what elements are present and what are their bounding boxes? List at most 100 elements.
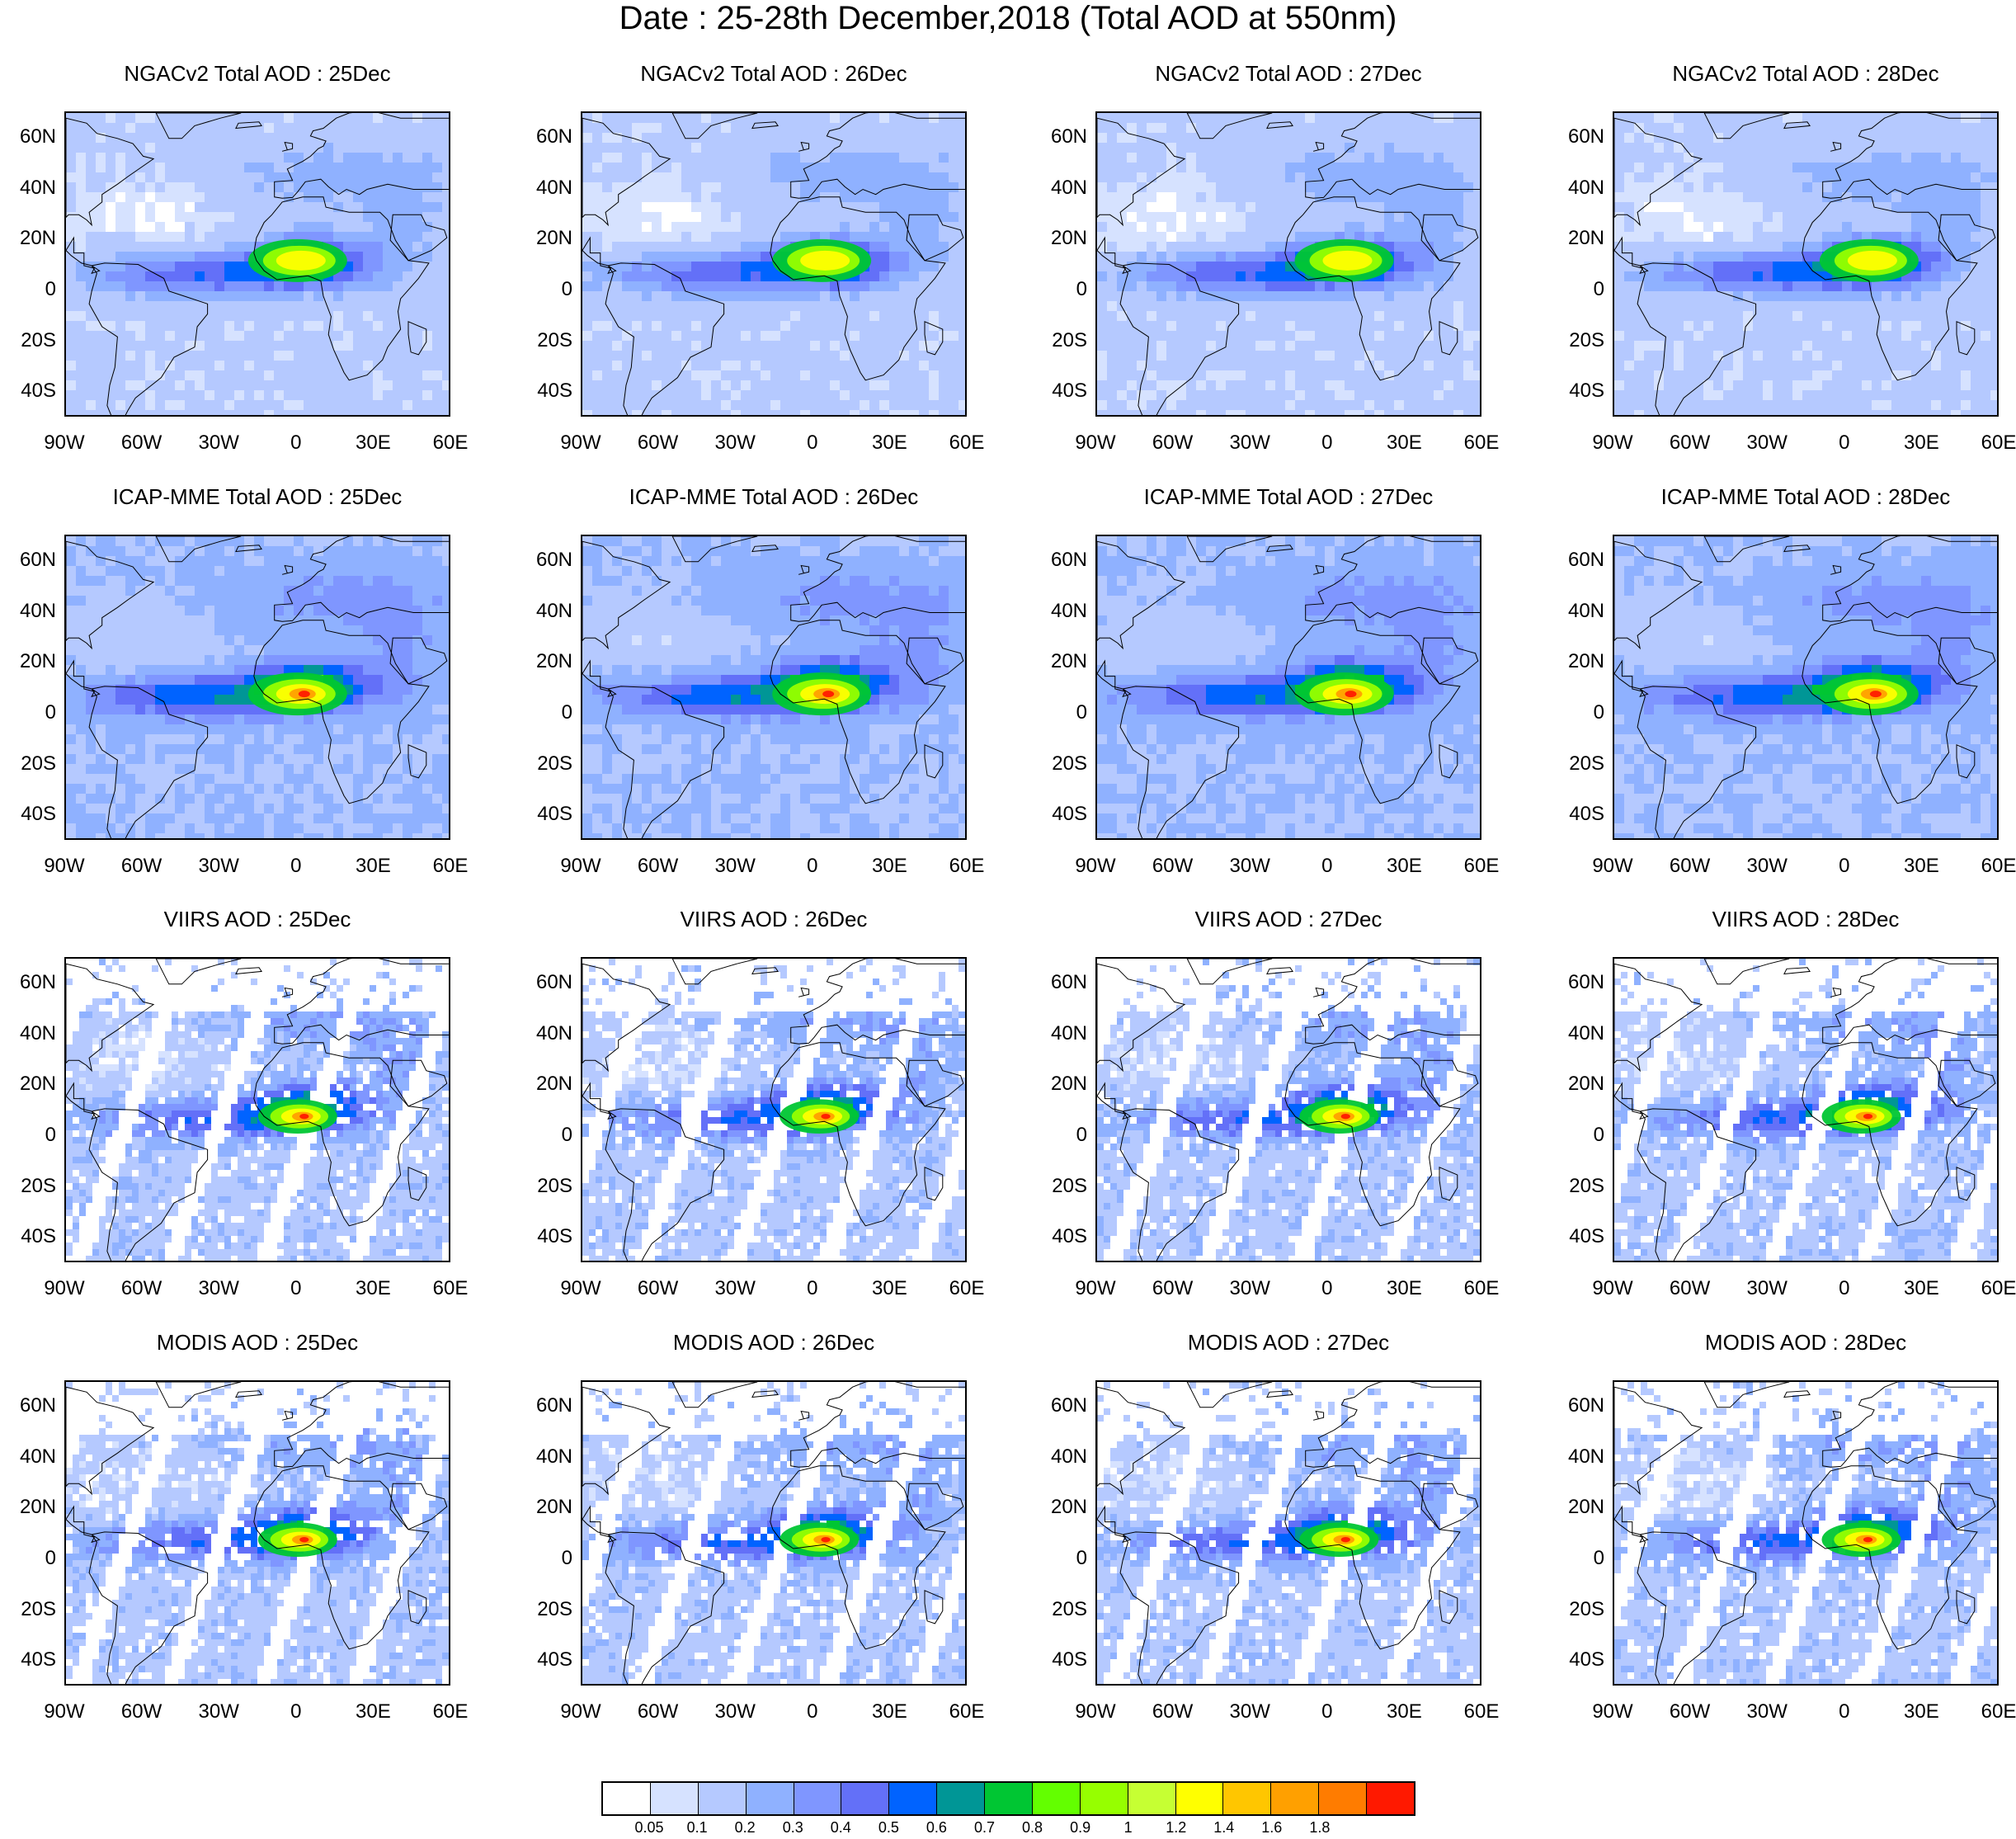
longitude-tick-label: 60E <box>417 1700 483 1723</box>
longitude-tick-label: 0 <box>1294 855 1360 878</box>
aod-field <box>1614 1382 1997 1684</box>
latitude-tick-label: 40N <box>1555 177 1604 200</box>
longitude-tick-label: 90W <box>1062 855 1128 878</box>
latitude-tick-label: 40N <box>1038 1022 1087 1045</box>
latitude-tick-label: 0 <box>523 278 572 301</box>
coastlines <box>1097 959 1480 1261</box>
aod-hotspot <box>772 238 872 282</box>
colorbar-label: 1.6 <box>1247 1819 1297 1837</box>
longitude-tick-label: 0 <box>1294 1700 1360 1723</box>
aod-field <box>1097 959 1480 1261</box>
latitude-tick-label: 60N <box>1038 971 1087 994</box>
aod-shading <box>66 113 449 415</box>
longitude-tick-label: 60E <box>1966 1700 2016 1723</box>
latitude-tick-label: 40N <box>523 1445 572 1469</box>
panel-title: NGACv2 Total AOD : 27Dec <box>1095 61 1481 87</box>
longitude-tick-label: 90W <box>1580 431 1646 455</box>
latitude-tick-label: 20N <box>1555 227 1604 250</box>
latitude-tick-label: 40S <box>1555 1648 1604 1672</box>
latitude-tick-label: 60N <box>1038 125 1087 149</box>
longitude-tick-label: 30E <box>856 1277 922 1300</box>
latitude-tick-label: 0 <box>523 1124 572 1147</box>
aod-map-panel <box>64 1380 450 1686</box>
latitude-tick-label: 0 <box>7 278 56 301</box>
longitude-tick-label: 60W <box>1140 431 1206 455</box>
latitude-tick-label: 60N <box>1038 549 1087 572</box>
aod-map-panel <box>64 535 450 840</box>
aod-shading <box>1614 536 1997 838</box>
aod-map-panel <box>1095 111 1481 417</box>
longitude-tick-label: 60W <box>109 1700 175 1723</box>
latitude-tick-label: 40N <box>523 177 572 200</box>
aod-field <box>66 1382 449 1684</box>
latitude-tick-label: 40N <box>1555 1022 1604 1045</box>
longitude-tick-label: 30W <box>1734 431 1800 455</box>
longitude-tick-label: 30E <box>340 1277 406 1300</box>
panel-title: ICAP-MME Total AOD : 26Dec <box>581 484 967 510</box>
latitude-tick-label: 20S <box>523 329 572 352</box>
latitude-tick-label: 40S <box>1038 1648 1087 1672</box>
latitude-tick-label: 40N <box>1555 1445 1604 1469</box>
panel-title: VIIRS AOD : 25Dec <box>64 907 450 932</box>
longitude-tick-label: 30W <box>1217 431 1283 455</box>
longitude-tick-label: 30E <box>340 431 406 455</box>
latitude-tick-label: 40N <box>7 1022 56 1045</box>
longitude-tick-label: 0 <box>1811 1277 1877 1300</box>
latitude-tick-label: 20N <box>1038 650 1087 673</box>
latitude-tick-label: 20N <box>523 1496 572 1519</box>
longitude-tick-label: 90W <box>31 1700 97 1723</box>
colorbar-label: 0.3 <box>768 1819 817 1837</box>
aod-shading <box>582 959 965 1261</box>
longitude-tick-label: 60E <box>1448 855 1514 878</box>
latitude-tick-label: 60N <box>7 549 56 572</box>
aod-field <box>66 536 449 838</box>
longitude-tick-label: 60E <box>417 431 483 455</box>
latitude-tick-label: 0 <box>1555 701 1604 724</box>
longitude-tick-label: 90W <box>1062 1277 1128 1300</box>
latitude-tick-label: 20N <box>1038 227 1087 250</box>
latitude-tick-label: 20N <box>1038 1073 1087 1096</box>
latitude-tick-label: 40S <box>7 803 56 826</box>
latitude-tick-label: 20S <box>523 752 572 776</box>
colorbar-label: 0.8 <box>1008 1819 1057 1837</box>
aod-map-panel <box>581 1380 967 1686</box>
colorbar-label: 0.9 <box>1056 1819 1105 1837</box>
coastlines <box>1097 536 1480 838</box>
latitude-tick-label: 40N <box>7 600 56 623</box>
longitude-tick-label: 30E <box>1888 855 1954 878</box>
aod-shading <box>1614 113 1997 415</box>
colorbar-label: 1.4 <box>1199 1819 1249 1837</box>
longitude-tick-label: 30E <box>1888 431 1954 455</box>
latitude-tick-label: 60N <box>523 971 572 994</box>
coastlines <box>66 1382 449 1684</box>
aod-field <box>1614 536 1997 838</box>
longitude-tick-label: 30E <box>1888 1277 1954 1300</box>
longitude-tick-label: 60W <box>1657 431 1723 455</box>
longitude-tick-label: 60E <box>417 855 483 878</box>
longitude-tick-label: 60E <box>934 855 1000 878</box>
colorbar <box>601 1781 1415 1816</box>
aod-hotspot <box>780 1522 860 1557</box>
panel-title: ICAP-MME Total AOD : 25Dec <box>64 484 450 510</box>
aod-hotspot <box>257 1099 337 1134</box>
latitude-tick-label: 0 <box>1555 1547 1604 1570</box>
longitude-tick-label: 90W <box>1580 1700 1646 1723</box>
latitude-tick-label: 40S <box>7 1648 56 1672</box>
longitude-tick-label: 60W <box>109 431 175 455</box>
latitude-tick-label: 40N <box>523 1022 572 1045</box>
longitude-tick-label: 60E <box>417 1277 483 1300</box>
longitude-tick-label: 60E <box>1966 855 2016 878</box>
longitude-tick-label: 90W <box>548 431 614 455</box>
latitude-tick-label: 0 <box>1038 701 1087 724</box>
aod-map-panel <box>581 957 967 1262</box>
latitude-tick-label: 20S <box>1038 752 1087 776</box>
coastlines <box>1614 1382 1997 1684</box>
panel-title: MODIS AOD : 27Dec <box>1095 1330 1481 1356</box>
latitude-tick-label: 60N <box>7 1394 56 1417</box>
latitude-tick-label: 40N <box>1038 600 1087 623</box>
aod-hotspot <box>1821 1522 1901 1557</box>
longitude-tick-label: 60W <box>109 1277 175 1300</box>
longitude-tick-label: 30E <box>856 431 922 455</box>
colorbar-swatch <box>1080 1783 1128 1814</box>
longitude-tick-label: 30E <box>1371 431 1437 455</box>
